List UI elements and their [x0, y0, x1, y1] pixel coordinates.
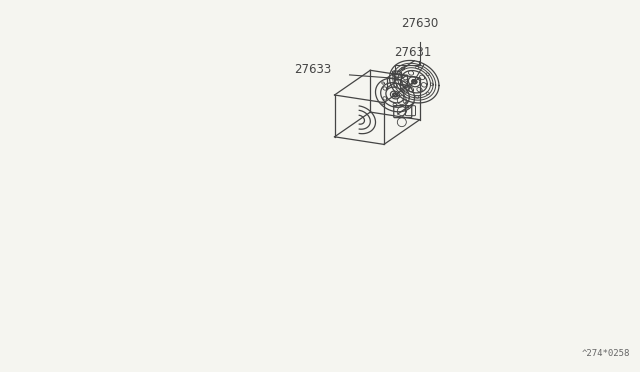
Text: 27630: 27630	[401, 17, 438, 30]
Text: ^274*0258: ^274*0258	[582, 349, 630, 358]
Text: 27633: 27633	[294, 63, 332, 76]
Text: 27631: 27631	[394, 46, 431, 60]
